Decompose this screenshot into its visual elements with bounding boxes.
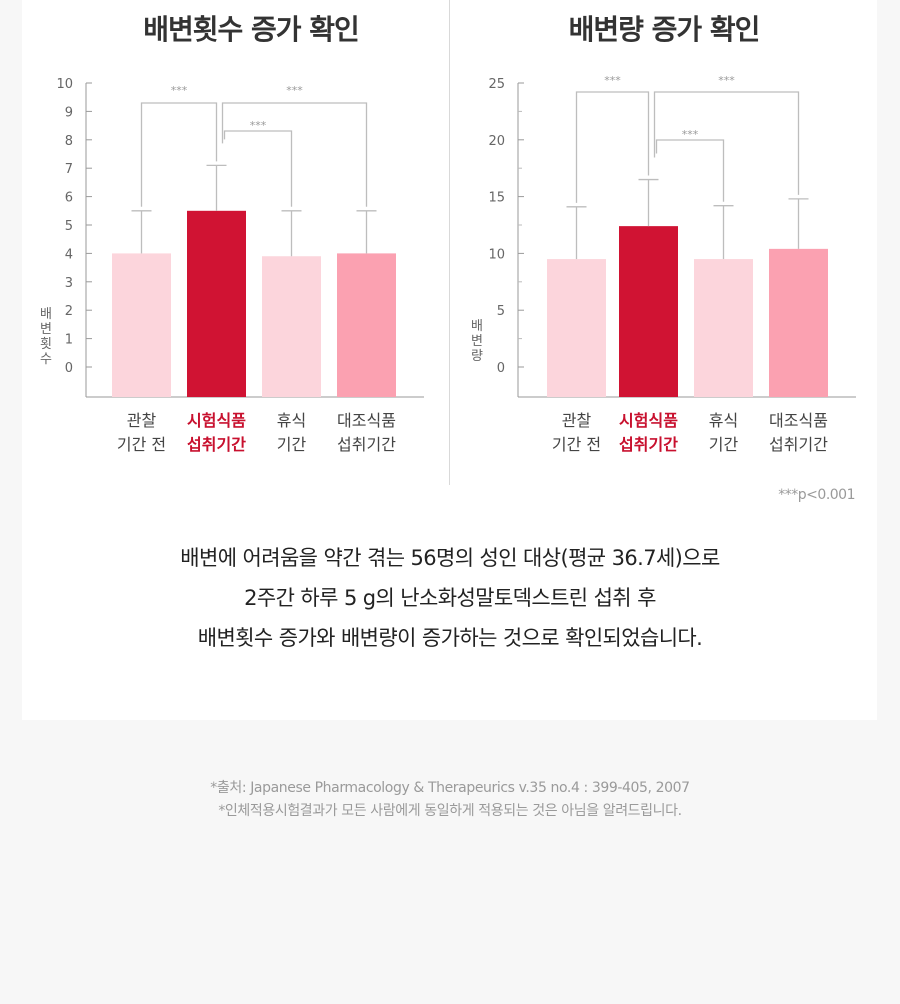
y-tick-label: 4	[65, 247, 73, 262]
bar	[694, 259, 753, 397]
chart-1-title: 배변횟수 증가 확인	[143, 13, 360, 46]
y-tick-label: 7	[65, 162, 73, 177]
category-label: 기간 전	[117, 435, 166, 454]
category-label: 기간	[277, 435, 307, 454]
footnotes: *출처: Japanese Pharmacology & Therapeuric…	[0, 777, 900, 823]
chart-divider	[449, 0, 450, 485]
significance-label: ***	[250, 119, 267, 132]
significance-bracket	[140, 102, 218, 207]
category-label: 휴식	[277, 411, 306, 430]
bar	[112, 253, 171, 397]
description-line-1: 배변에 어려움을 약간 겪는 56명의 성인 대상(평균 36.7세)으로	[180, 546, 720, 570]
y-tick-label: 10	[488, 247, 505, 262]
significance-label: ***	[286, 84, 303, 97]
y-tick-label: 9	[65, 105, 73, 120]
bar	[337, 253, 396, 397]
category-label: 관찰	[127, 411, 157, 430]
category-label: 휴식	[709, 411, 738, 430]
y-tick-label: 6	[65, 191, 73, 206]
category-label: 섭취기간	[337, 435, 396, 454]
y-tick-label: 8	[65, 134, 73, 149]
bar	[262, 256, 321, 397]
pvalue-note: ***p<0.001	[778, 487, 855, 503]
category-label: 섭취기간	[619, 435, 678, 454]
study-description: 배변에 어려움을 약간 겪는 56명의 성인 대상(평균 36.7세)으로 2주…	[0, 538, 900, 658]
source-footnote: *출처: Japanese Pharmacology & Therapeuric…	[210, 780, 690, 796]
disclaimer-footnote: *인체적용시험결과가 모든 사람에게 동일하게 적용되는 것은 아님을 알려드립…	[218, 803, 682, 819]
significance-label: ***	[171, 84, 188, 97]
category-label: 섭취기간	[187, 435, 246, 454]
significance-bracket	[653, 91, 800, 195]
category-label: 시험식품	[187, 411, 246, 430]
bar	[187, 210, 246, 397]
description-line-3: 배변횟수 증가와 배변량이 증가하는 것으로 확인되었습니다.	[197, 626, 703, 650]
category-label: 섭취기간	[769, 435, 828, 454]
category-label: 기간 전	[552, 435, 601, 454]
bar	[769, 248, 828, 397]
y-tick-label: 10	[56, 77, 73, 92]
chart-2-title: 배변량 증가 확인	[568, 13, 761, 46]
y-tick-label: 5	[497, 304, 505, 319]
y-tick-label: 25	[488, 77, 505, 92]
bar	[619, 226, 678, 397]
significance-label: ***	[682, 128, 699, 141]
description-line-2: 2주간 하루 5 g의 난소화성말토덱스트린 섭취 후	[244, 586, 656, 610]
significance-bracket	[223, 130, 293, 207]
y-tick-label: 0	[497, 361, 505, 376]
significance-bracket	[575, 91, 650, 203]
y-tick-label: 0	[65, 361, 73, 376]
significance-label: ***	[604, 74, 621, 87]
significance-label: ***	[718, 74, 735, 87]
bar	[547, 259, 606, 397]
category-label: 시험식품	[619, 411, 678, 430]
y-tick-label: 2	[65, 304, 73, 319]
significance-bracket	[221, 102, 368, 207]
y-tick-label: 3	[65, 276, 73, 291]
y-tick-label: 1	[65, 333, 73, 348]
category-label: 대조식품	[337, 411, 396, 430]
y-tick-label: 15	[488, 191, 505, 206]
significance-bracket	[655, 139, 725, 202]
y-tick-label: 20	[488, 134, 505, 149]
y-tick-label: 5	[65, 219, 73, 234]
category-label: 대조식품	[769, 411, 828, 430]
category-label: 관찰	[562, 411, 592, 430]
category-label: 기간	[709, 435, 739, 454]
